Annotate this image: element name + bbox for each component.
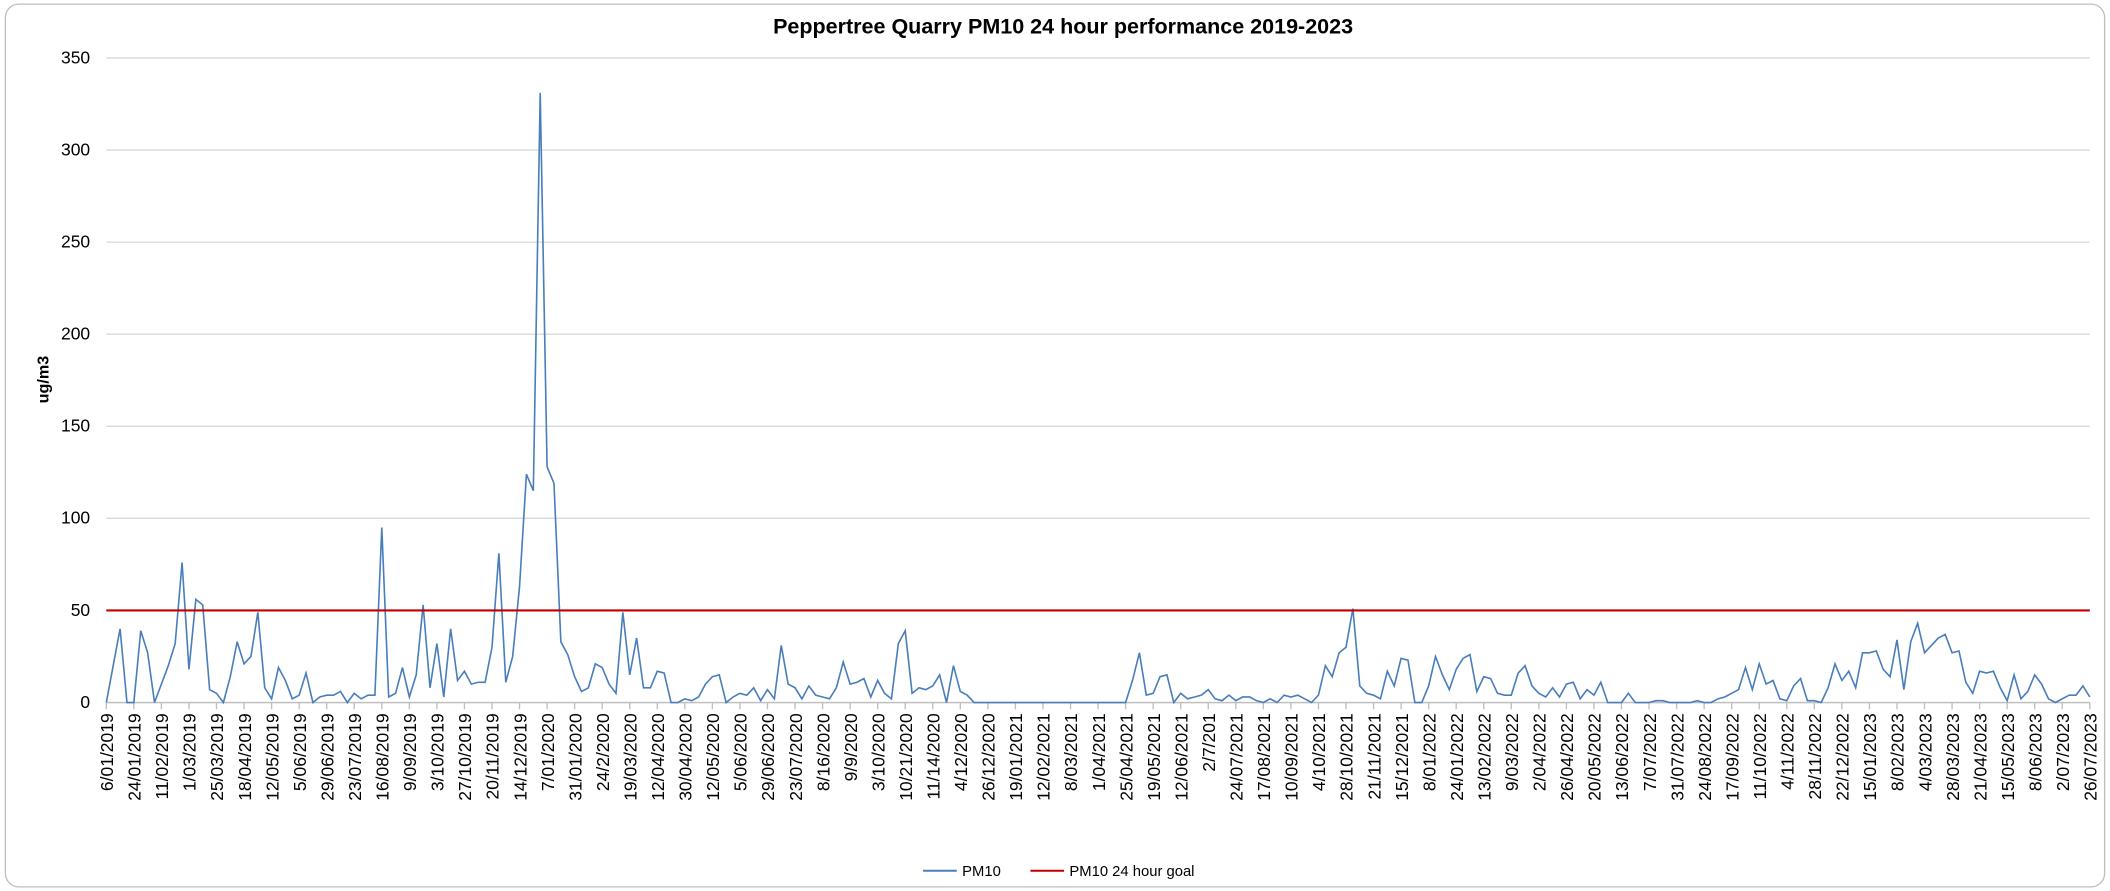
x-tick-label: 4/10/2021 [1309, 713, 1329, 791]
x-tick-label: 1/04/2021 [1089, 713, 1109, 791]
x-tick-label: 5/06/2020 [731, 713, 751, 791]
x-tick-label: 8/02/2023 [1888, 713, 1908, 791]
x-tick-label: 8/03/2021 [1061, 713, 1081, 791]
x-tick-label: 1/03/2019 [180, 713, 200, 791]
x-tick-label: 12/02/2021 [1034, 713, 1054, 801]
y-tick-label: 350 [61, 47, 90, 67]
legend-label: PM10 [962, 864, 1001, 880]
x-tick-label: 13/06/2022 [1612, 713, 1632, 801]
y-tick-label: 300 [61, 139, 90, 159]
x-tick-label: 8/01/2022 [1419, 713, 1439, 791]
x-tick-label: 23/07/2020 [786, 713, 806, 801]
x-tick-label: 9/09/2019 [400, 713, 420, 791]
x-tick-label: 26/07/2023 [2081, 713, 2101, 801]
x-tick-label: 24/01/2022 [1447, 713, 1467, 801]
x-tick-label: 21/11/2021 [1364, 713, 1384, 799]
x-tick-label: 12/06/2021 [1171, 713, 1191, 801]
x-tick-label: 31/07/2022 [1667, 713, 1687, 801]
x-tick-label: 2/04/2022 [1530, 713, 1550, 791]
x-tick-label: 9/03/2022 [1502, 713, 1522, 791]
x-tick-label: 13/02/2022 [1474, 713, 1494, 801]
y-tick-label: 100 [61, 508, 90, 528]
y-tick-label: 200 [61, 324, 90, 344]
x-tick-label: 19/01/2021 [1006, 713, 1026, 801]
y-axis-label: ug/m3 [34, 356, 52, 404]
chart-title: Peppertree Quarry PM10 24 hour performan… [773, 15, 1353, 39]
x-tick-label: 31/01/2020 [565, 713, 585, 801]
x-tick-label: 10/09/2021 [1282, 713, 1302, 801]
x-tick-label: 23/07/2019 [345, 713, 365, 801]
x-tick-label: 30/04/2020 [676, 713, 696, 801]
x-tick-label: 9/9/2020 [841, 713, 861, 781]
x-tick-label: 4/03/2023 [1915, 713, 1935, 791]
x-tick-label: 20/05/2022 [1585, 713, 1605, 801]
x-tick-label: 12/05/2020 [703, 713, 723, 801]
x-tick-label: 14/12/2019 [510, 713, 530, 801]
y-tick-label: 50 [71, 600, 91, 620]
x-tick-label: 26/12/2020 [979, 713, 999, 801]
x-tick-label: 29/06/2020 [758, 713, 778, 801]
x-tick-label: 27/10/2019 [455, 713, 475, 801]
x-tick-label: 28/11/2022 [1805, 713, 1825, 799]
x-tick-label: 5/06/2019 [290, 713, 310, 791]
legend-label: PM10 24 hour goal [1069, 864, 1194, 880]
x-tick-label: 4/11/2022 [1778, 713, 1798, 790]
x-tick-label: 24/08/2022 [1695, 713, 1715, 801]
x-tick-label: 7/01/2020 [538, 713, 558, 791]
x-tick-label: 20/11/2019 [483, 713, 503, 799]
x-tick-label: 11/10/2022 [1750, 713, 1770, 799]
chart-border [4, 3, 2106, 888]
x-tick-label: 26/04/2022 [1557, 713, 1577, 801]
x-tick-label: 15/12/2021 [1392, 713, 1412, 801]
x-tick-label: 15/05/2023 [1998, 713, 2018, 801]
series-line [105, 92, 2091, 705]
x-tick-label: 10/21/2020 [896, 713, 916, 801]
x-tick-label: 7/07/2022 [1640, 713, 1660, 791]
x-tick-label: 21/04/2023 [1970, 713, 1990, 801]
x-tick-label: 8/16/2020 [813, 713, 833, 791]
x-tick-label: 25/03/2019 [207, 713, 227, 801]
x-tick-label: 2/07/2023 [2053, 713, 2073, 791]
x-tick-label: 11/14/2020 [923, 713, 943, 799]
x-tick-label: 19/05/2021 [1144, 713, 1164, 801]
x-tick-label: 17/08/2021 [1254, 713, 1274, 801]
x-tick-label: 28/10/2021 [1337, 713, 1357, 801]
y-tick-label: 250 [61, 231, 90, 251]
x-tick-label: 12/05/2019 [262, 713, 282, 801]
x-tick-label: 6/01/2019 [97, 713, 117, 791]
y-tick-label: 0 [80, 692, 90, 712]
x-tick-label: 24/01/2019 [125, 713, 145, 801]
x-tick-label: 25/04/2021 [1116, 713, 1136, 801]
x-tick-label: 16/08/2019 [373, 713, 393, 801]
x-tick-label: 18/04/2019 [235, 713, 255, 801]
x-tick-label: 28/03/2023 [1943, 713, 1963, 801]
x-tick-label: 24/2/2020 [593, 713, 613, 791]
x-tick-label: 17/09/2022 [1722, 713, 1742, 801]
x-tick-label: 15/01/2023 [1860, 713, 1880, 801]
x-tick-label: 29/06/2019 [317, 713, 337, 801]
x-tick-label: 3/10/2019 [428, 713, 448, 791]
x-tick-label: 3/10/2020 [868, 713, 888, 791]
x-tick-label: 8/06/2023 [2025, 713, 2045, 791]
x-tick-label: 2/7/201 [1199, 713, 1219, 771]
y-tick-label: 150 [61, 416, 90, 436]
x-tick-label: 11/02/2019 [152, 713, 172, 799]
x-tick-label: 19/03/2020 [620, 713, 640, 801]
x-tick-label: 22/12/2022 [1833, 713, 1853, 801]
x-tick-label: 4/12/2020 [951, 713, 971, 791]
x-tick-label: 12/04/2020 [648, 713, 668, 801]
x-tick-label: 24/07/2021 [1227, 713, 1247, 801]
